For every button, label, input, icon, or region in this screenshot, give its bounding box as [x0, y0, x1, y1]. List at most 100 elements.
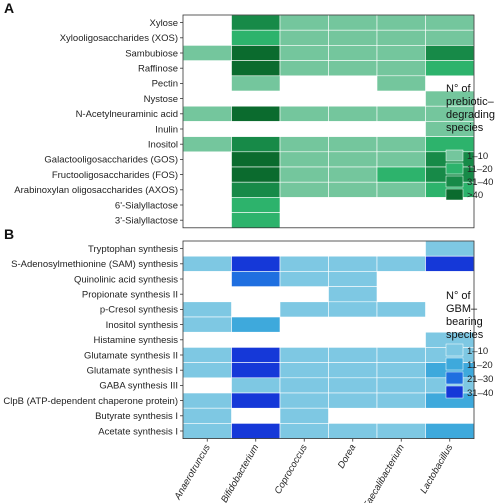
legend-title-line: prebiotic–	[446, 96, 495, 108]
row-label-glutamate-synthesis-ii: Glutamate synthesis II	[84, 350, 178, 361]
legend-title-line: N° of	[446, 83, 472, 95]
row-label-histamine-synthesis: Histamine synthesis	[94, 335, 179, 346]
heatmap-cell	[231, 392, 281, 409]
legend-swatch	[445, 357, 464, 371]
heatmap-cell	[279, 105, 329, 122]
heatmap-cell	[376, 377, 426, 394]
column-label-faecalibacterium: Faecalibacterium	[361, 443, 407, 503]
heatmap-cell	[231, 105, 281, 122]
legend-label: 31–40	[467, 388, 493, 399]
heatmap-cell	[328, 255, 378, 272]
heatmap-cell	[231, 423, 281, 439]
heatmap-cell	[182, 45, 232, 61]
panel-b: B Tryptophan synthesis S-Adenosylmethionin…	[3, 226, 493, 440]
legend-title-line: species	[446, 329, 484, 341]
panel-b-letter: B	[4, 226, 14, 242]
heatmap-cell	[231, 29, 281, 46]
heatmap-cell	[328, 392, 378, 409]
row-label-arabinoxylan-oligosaccharides-axos: Arabinoxylan oligosaccharides (AXOS)	[14, 185, 178, 196]
heatmap-cell	[231, 347, 281, 363]
row-label-fructooligosaccharides-fos: Fructooligosaccharides (FOS)	[52, 170, 178, 181]
heatmap-cell	[182, 423, 232, 439]
legend-swatch	[445, 188, 464, 201]
row-label-inositol-synthesis: Inositol synthesis	[106, 320, 179, 331]
legend-title-line: N° of	[446, 290, 472, 302]
heatmap-cell	[279, 407, 329, 424]
heatmap-cell	[425, 255, 475, 272]
row-label-glutamate-synthesis-i: Glutamate synthesis I	[87, 366, 178, 377]
legend-label: 1–10	[467, 346, 488, 357]
heatmap-cell	[376, 105, 426, 122]
heatmap-cell	[231, 166, 281, 183]
heatmap-cell	[328, 60, 378, 77]
heatmap-cell	[279, 60, 329, 77]
heatmap-cell	[231, 377, 281, 394]
heatmap-cell	[231, 14, 281, 31]
legend-title-line: GBM–	[446, 303, 478, 315]
heatmap-cell	[328, 166, 378, 183]
heatmap-cell	[279, 181, 329, 198]
heatmap-cell	[279, 29, 329, 46]
heatmap-cell	[328, 151, 378, 168]
row-label-xylooligosaccharides-xos: Xylooligosaccharides (XOS)	[60, 33, 178, 44]
heatmap-cell	[328, 29, 378, 46]
heatmap-cell	[376, 392, 426, 409]
x-axis: Anaerotruncus Bifidobacterium Coprococcus D…	[172, 438, 455, 503]
heatmap-cell	[376, 75, 426, 92]
legend-label: 21–30	[467, 374, 493, 385]
row-label-propionate-synthesis-ii: Propionate synthesis II	[82, 290, 178, 301]
heatmap-cell	[376, 29, 426, 46]
legend-title-line: degrading	[446, 109, 495, 121]
heatmap-cell	[279, 301, 329, 318]
row-label-sambubiose: Sambubiose	[125, 48, 178, 59]
heatmap-cell	[328, 271, 378, 287]
legend-label: 11–20	[467, 360, 493, 371]
heatmap-cell	[328, 105, 378, 122]
heatmap-cell	[376, 45, 426, 61]
heatmap-cell	[376, 255, 426, 272]
heatmap-cell	[279, 392, 329, 409]
heatmap-cell	[279, 45, 329, 61]
heatmap-cell	[425, 45, 475, 61]
heatmap-cell	[376, 136, 426, 153]
legend-label: >40	[467, 190, 483, 201]
column-label-lactobacillus: Lactobacillus	[418, 442, 455, 495]
heatmap-cell	[182, 407, 232, 424]
row-label-quinolinic-acid-synthesis: Quinolinic acid synthesis	[74, 274, 178, 285]
row-label-butyrate-synthesis-i: Butyrate synthesis I	[95, 411, 178, 422]
heatmap-cell	[231, 60, 281, 77]
heatmap-cell	[328, 301, 378, 318]
heatmap-cell	[182, 347, 232, 363]
row-label-clpb-atp-dependent-chaperone-protein: ClpB (ATP-dependent chaperone protein)	[3, 396, 178, 407]
column-label-anaerotruncus: Anaerotruncus	[172, 442, 213, 502]
heatmap-cell	[425, 29, 475, 46]
heatmap-cell	[231, 316, 281, 333]
heatmap-cell	[182, 392, 232, 409]
panel-a: A Xylose Xylooligosaccharides (XOS) Sambubi…	[4, 0, 495, 229]
legend-swatch	[445, 371, 464, 385]
heatmap-cell	[231, 136, 281, 153]
legend-swatch	[445, 343, 464, 357]
heatmap-cell	[231, 181, 281, 198]
heatmap-cell	[376, 423, 426, 439]
row-label-6-sialyllactose: 6'-Sialyllactose	[115, 200, 178, 211]
legend-title-line: bearing	[446, 316, 483, 328]
heatmap-cell	[279, 271, 329, 287]
heatmap-cell	[231, 212, 281, 229]
heatmap-cell	[328, 136, 378, 153]
heatmap-cell	[328, 14, 378, 31]
heatmap-cell	[376, 347, 426, 363]
heatmap-cell	[328, 286, 378, 303]
legend-swatch	[445, 385, 464, 399]
heatmap-cell	[231, 197, 281, 213]
heatmap-cell	[328, 362, 378, 379]
legend-swatch	[445, 149, 464, 162]
heatmap-cell	[279, 377, 329, 394]
row-label-s-adenosylmethionine-sam-synthesis: S-Adenosylmethionine (SAM) synthesis	[11, 259, 178, 270]
heatmap-cell	[182, 255, 232, 272]
legend-swatch	[445, 175, 464, 188]
column-label-coprococcus: Coprococcus	[273, 442, 310, 496]
legend-label: 11–20	[467, 164, 493, 175]
heatmap-cell	[376, 166, 426, 183]
